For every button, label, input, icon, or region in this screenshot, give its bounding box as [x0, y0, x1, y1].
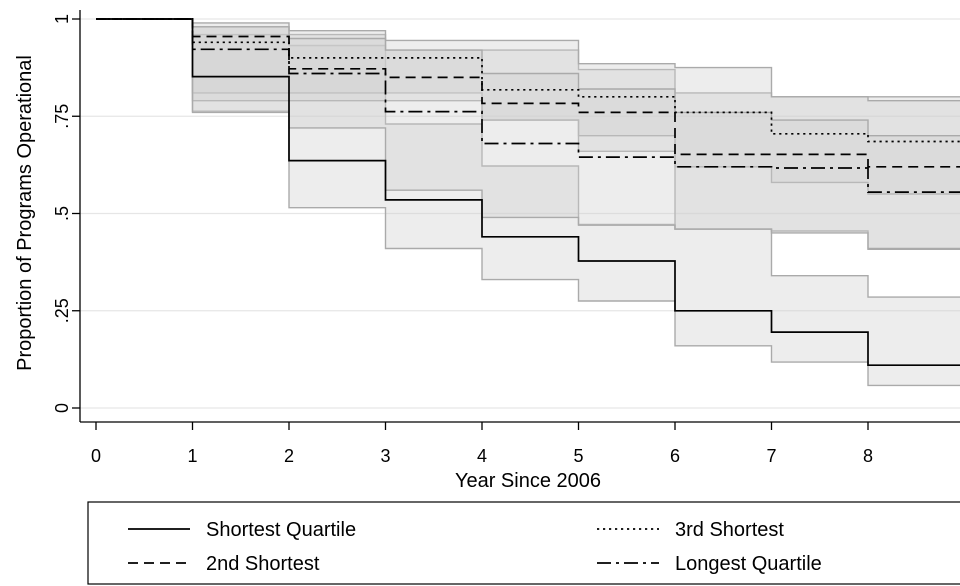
series-line-0	[96, 18, 960, 367]
x-tick-label-2: 2	[284, 446, 294, 466]
ci-band-3	[96, 19, 960, 249]
y-tick-label-0: 0	[52, 403, 72, 413]
x-tick-label-1: 1	[187, 446, 197, 466]
series-line-1	[96, 18, 960, 168]
y-axis-title: Proportion of Programs Operational	[14, 55, 36, 371]
grid-lines	[80, 18, 960, 409]
legend-label-2: 2nd Shortest	[206, 553, 320, 575]
y-tick-label-2: .5	[52, 206, 72, 221]
ci-band-1	[96, 19, 960, 250]
x-tick-label-7: 7	[766, 446, 776, 466]
ci-band-2	[96, 19, 960, 194]
ci-lower-edge-0	[96, 18, 960, 387]
legend-label-0: Shortest Quartile	[206, 519, 356, 541]
x-axis-title: Year Since 2006	[455, 470, 601, 492]
legend-label-1: 3rd Shortest	[675, 519, 784, 541]
ci-upper-edge-3	[96, 18, 960, 137]
legend: Shortest Quartile 3rd Shortest 2nd Shortes…	[87, 501, 960, 585]
ci-lower-edge-2	[96, 18, 960, 195]
series-line-3	[96, 18, 960, 193]
x-tick-label-0: 0	[91, 446, 101, 466]
axes: 0 .25 .5 .75 1 0 1 2 3 4 5 6 7 8	[52, 10, 960, 466]
ci-band-0	[96, 19, 960, 386]
survival-lines	[96, 18, 960, 367]
legend-box	[87, 501, 960, 585]
x-tick-label-6: 6	[670, 446, 680, 466]
ci-upper-edge-2	[96, 18, 960, 102]
x-tick-label-8: 8	[863, 446, 873, 466]
y-tick-label-4: 1	[52, 14, 72, 24]
x-tick-label-4: 4	[477, 446, 487, 466]
series-line-2	[96, 18, 960, 143]
y-tick-label-3: .75	[52, 104, 72, 129]
y-tick-label-1: .25	[52, 298, 72, 323]
ci-lower-edge-3	[96, 18, 960, 250]
legend-label-3: Longest Quartile	[675, 553, 822, 575]
x-tick-label-3: 3	[380, 446, 390, 466]
confidence-bands	[96, 18, 960, 387]
x-tick-label-5: 5	[573, 446, 583, 466]
